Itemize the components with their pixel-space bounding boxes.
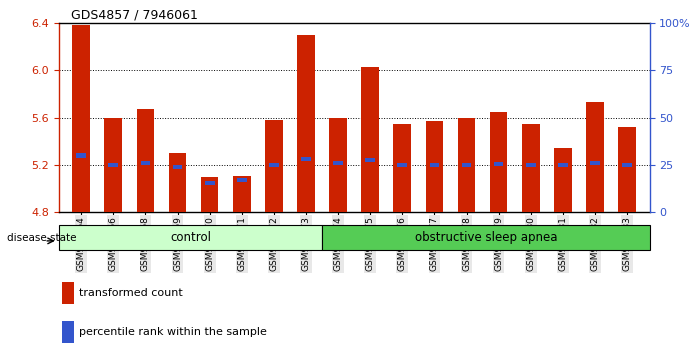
Bar: [73, 25, 90, 212]
Bar: [586, 102, 604, 212]
Bar: [233, 176, 251, 212]
Bar: [430, 163, 439, 167]
Bar: [494, 162, 504, 166]
Bar: [169, 153, 187, 212]
Bar: [265, 120, 283, 212]
Bar: [490, 112, 507, 212]
Text: GDS4857 / 7946061: GDS4857 / 7946061: [70, 9, 198, 22]
Text: percentile rank within the sample: percentile rank within the sample: [79, 327, 267, 337]
Bar: [59, 225, 322, 250]
Bar: [76, 153, 86, 158]
Bar: [62, 321, 74, 343]
Bar: [108, 163, 118, 167]
Bar: [361, 67, 379, 212]
Bar: [526, 163, 536, 167]
Bar: [201, 177, 218, 212]
Bar: [457, 118, 475, 212]
Bar: [173, 165, 182, 170]
Bar: [205, 181, 214, 185]
Bar: [104, 118, 122, 212]
Bar: [269, 163, 278, 167]
Bar: [393, 124, 411, 212]
Bar: [137, 109, 154, 212]
Bar: [297, 35, 315, 212]
Bar: [522, 124, 540, 212]
Bar: [329, 118, 347, 212]
Bar: [554, 148, 571, 212]
Text: control: control: [170, 231, 211, 244]
Text: transformed count: transformed count: [79, 288, 183, 298]
Text: disease state: disease state: [7, 233, 77, 243]
Bar: [366, 158, 375, 162]
Bar: [301, 157, 311, 161]
Bar: [397, 163, 407, 167]
Bar: [558, 163, 568, 167]
Bar: [62, 282, 74, 304]
Bar: [237, 178, 247, 182]
Bar: [590, 161, 600, 165]
Text: obstructive sleep apnea: obstructive sleep apnea: [415, 231, 557, 244]
Bar: [333, 161, 343, 165]
Bar: [140, 161, 150, 165]
Bar: [618, 127, 636, 212]
Bar: [426, 121, 443, 212]
Bar: [462, 163, 471, 167]
Bar: [322, 225, 650, 250]
Bar: [622, 163, 632, 167]
